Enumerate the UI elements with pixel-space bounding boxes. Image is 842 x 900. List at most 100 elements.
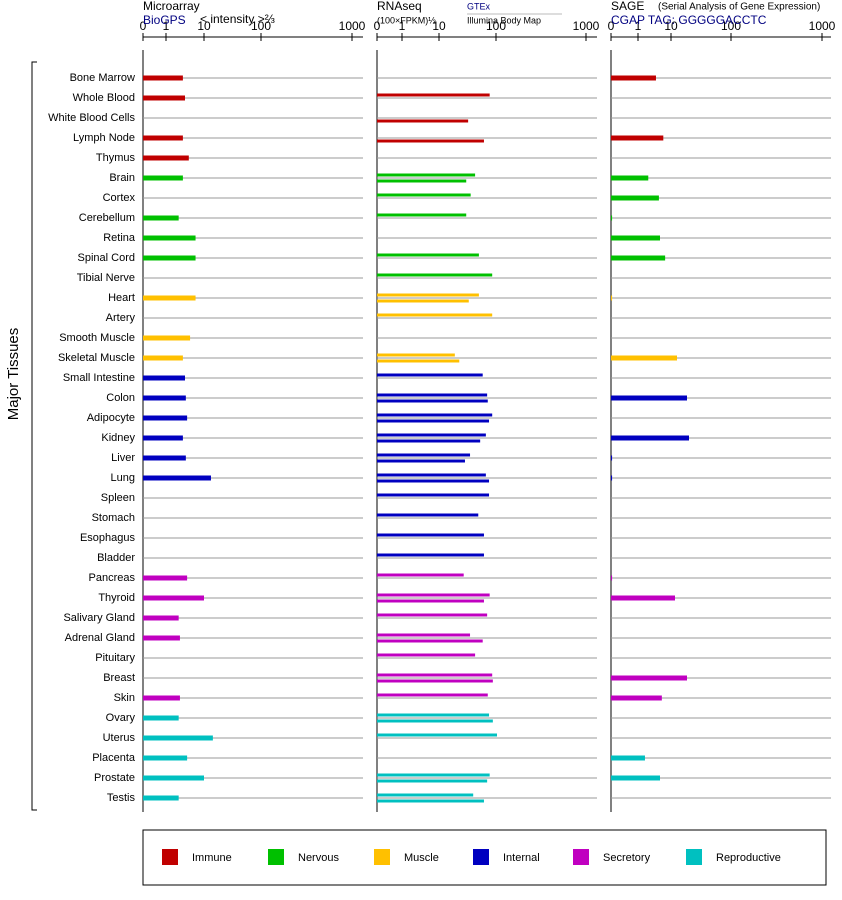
bar [377, 179, 467, 183]
x-tick-label: 10 [664, 19, 678, 33]
bar [143, 255, 196, 261]
bar [143, 355, 183, 361]
tissue-label: Lung [111, 472, 135, 484]
tissue-label: Kidney [101, 432, 135, 444]
bar [611, 475, 613, 481]
x-tick-label: 1000 [809, 19, 836, 33]
tissue-label: Pancreas [89, 572, 136, 584]
bar [377, 119, 469, 123]
bar [377, 553, 484, 557]
bar [377, 513, 479, 517]
bar [377, 799, 484, 803]
bar [611, 255, 666, 261]
x-tick-label: 100 [251, 19, 271, 33]
bar [611, 395, 687, 401]
bar [611, 675, 687, 681]
panel-subtitle: (Serial Analysis of Gene Expression) [658, 2, 820, 13]
tissue-label: Colon [106, 392, 135, 404]
bar [377, 639, 483, 643]
tissue-label: Ovary [106, 712, 136, 724]
legend-label: Immune [192, 852, 232, 864]
bar [377, 93, 490, 97]
legend-box [142, 829, 827, 886]
x-tick-label: 0 [140, 19, 147, 33]
bar [377, 613, 488, 617]
bar [611, 775, 660, 781]
bar [611, 195, 659, 201]
bar [143, 695, 180, 701]
bar [611, 355, 677, 361]
bar [377, 733, 497, 737]
tissue-label: Stomach [92, 512, 135, 524]
x-tick-label: 1 [635, 19, 642, 33]
legend-label: Reproductive [716, 852, 781, 864]
bar [377, 393, 488, 397]
bar [377, 453, 471, 457]
bar [143, 135, 183, 141]
tissue-label: Cortex [103, 192, 136, 204]
tissue-label: Breast [103, 672, 135, 684]
bar [611, 295, 613, 301]
bar [143, 455, 186, 461]
bar [611, 175, 649, 181]
tissue-label: Placenta [92, 752, 136, 764]
bar [377, 599, 484, 603]
legend-swatch [686, 849, 702, 865]
tissue-label: Skin [114, 692, 135, 704]
series-name: CGAP TAG: GGGGGACCTC [611, 13, 767, 27]
tissue-label: Adrenal Gland [65, 632, 135, 644]
y-label: Major Tissues [5, 328, 22, 421]
bar [377, 273, 493, 277]
legend-label: Nervous [298, 852, 339, 864]
legend-swatch [268, 849, 284, 865]
x-tick-label: 1 [399, 19, 406, 33]
tissue-label: Spinal Cord [78, 252, 135, 264]
legend-label: Internal [503, 852, 540, 864]
x-tick-label: 10 [197, 19, 211, 33]
bar [143, 775, 204, 781]
bar [143, 375, 185, 381]
series-name: GTEx [467, 1, 491, 11]
bar [377, 653, 476, 657]
bar [377, 139, 484, 143]
bar [377, 373, 483, 377]
axis-label: < intensity >⅔ [200, 12, 275, 26]
tissue-label: Cerebellum [79, 212, 135, 224]
panel-title: Microarray [143, 0, 200, 13]
tissue-label: Smooth Muscle [59, 332, 135, 344]
bar [611, 455, 613, 461]
bar [143, 235, 196, 241]
x-tick-label: 0 [608, 19, 615, 33]
bar [611, 235, 660, 241]
bar [377, 679, 493, 683]
bar [377, 173, 476, 177]
tissue-label: White Blood Cells [48, 112, 135, 124]
bar [377, 719, 493, 723]
bar [377, 673, 493, 677]
tissue-label: Uterus [103, 732, 136, 744]
bar [143, 395, 186, 401]
bar [377, 439, 481, 443]
panel-title: SAGE [611, 0, 644, 13]
tissue-label: Whole Blood [73, 92, 135, 104]
bar [143, 335, 191, 341]
legend-swatch [162, 849, 178, 865]
tissue-label: Testis [107, 792, 136, 804]
tissue-label: Bone Marrow [70, 72, 135, 84]
bar [377, 419, 490, 423]
bar [611, 695, 662, 701]
bar [377, 359, 460, 363]
bar [377, 479, 490, 483]
bar [377, 213, 467, 217]
tissue-label: Skeletal Muscle [58, 352, 135, 364]
bar [377, 299, 469, 303]
bar [143, 595, 204, 601]
tissue-label: Esophagus [80, 532, 136, 544]
bar [143, 715, 179, 721]
tissue-label: Thymus [96, 152, 136, 164]
x-tick-label: 10 [432, 19, 446, 33]
tissue-label: Prostate [94, 772, 135, 784]
bar [377, 473, 486, 477]
tissue-label: Spleen [101, 492, 135, 504]
